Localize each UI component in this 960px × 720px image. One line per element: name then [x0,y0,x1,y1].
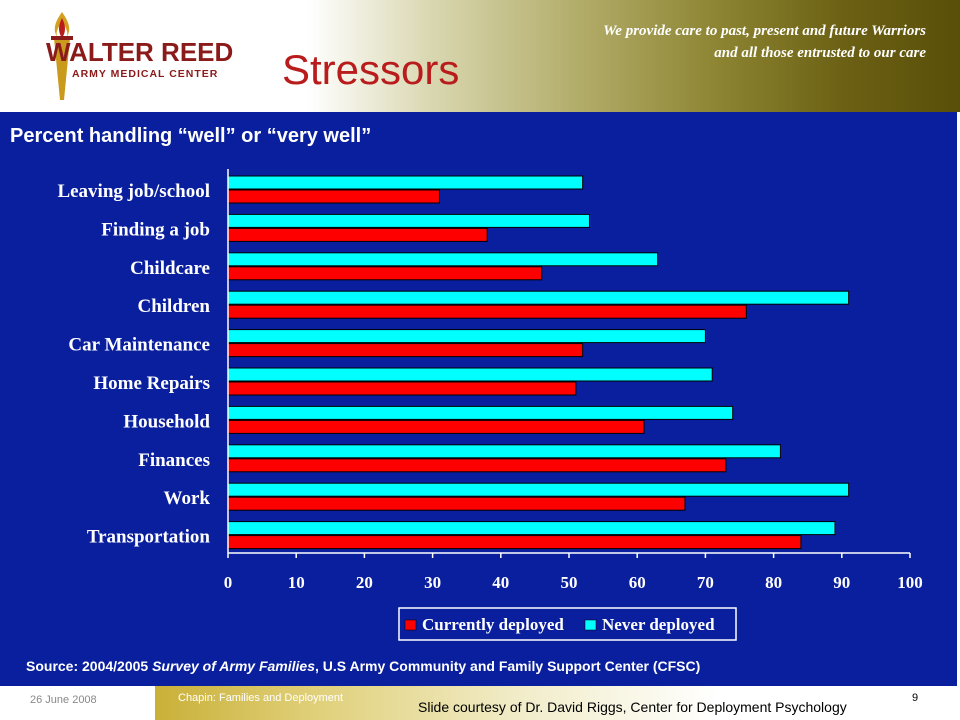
bar-never-deployed [227,367,713,382]
chart-area: Percent handling “well” or “very well” Le… [0,112,957,686]
category-label: Transportation [87,527,211,548]
x-tick-label: 20 [356,573,373,592]
category-label: Home Repairs [93,373,210,394]
category-label: Finances [138,450,210,471]
x-tick-label: 10 [288,573,305,592]
bar-currently-deployed [227,458,727,473]
legend-box [398,607,737,641]
category-label: Leaving job/school [57,181,210,202]
source-suffix: , U.S Army Community and Family Support … [315,658,700,674]
legend-label: Never deployed [602,615,715,634]
footer-courtesy: Slide courtesy of Dr. David Riggs, Cente… [418,699,847,715]
x-tick-label: 70 [697,573,714,592]
bar-currently-deployed [227,343,584,358]
x-tick-label: 90 [833,573,850,592]
slide-header: WALTER REED ARMY MEDICAL CENTER Stressor… [0,0,960,112]
footer-band [155,686,960,720]
category-label: Childcare [130,258,210,279]
bar-never-deployed [227,175,584,190]
bar-currently-deployed [227,266,543,281]
bar-never-deployed [227,405,734,420]
slide-footer: 26 June 2008 Chapin: Families and Deploy… [0,686,960,720]
walter-reed-logo [51,12,73,100]
tagline-line-2: and all those entrusted to our care [714,45,926,61]
x-tick-label: 100 [897,573,923,592]
bar-never-deployed [227,329,706,344]
category-label: Car Maintenance [68,335,210,356]
source-prefix: Source: 2004/2005 [26,658,152,674]
bar-never-deployed [227,482,850,497]
bar-currently-deployed [227,419,645,434]
page-number: 9 [912,692,919,704]
bar-never-deployed [227,444,781,459]
bar-never-deployed [227,521,836,536]
bar-currently-deployed [227,496,686,511]
category-label: Work [164,488,211,509]
tagline-line-1: We provide care to past, present and fut… [603,23,926,39]
bar-currently-deployed [227,535,802,550]
footer-date: 26 June 2008 [30,694,97,706]
x-tick-label: 50 [561,573,578,592]
category-label: Children [137,296,210,317]
x-tick-label: 40 [492,573,509,592]
x-tick-label: 30 [424,573,441,592]
footer-left: 26 June 2008 [0,686,155,720]
category-label: Household [123,411,210,432]
bar-currently-deployed [227,227,488,242]
legend-label: Currently deployed [422,615,564,634]
x-tick-label: 0 [224,573,233,592]
source-survey-name: Survey of Army Families [152,658,315,674]
tagline: We provide care to past, present and fut… [603,20,926,64]
footer-presentation: Chapin: Families and Deployment [178,692,344,704]
bar-currently-deployed [227,381,577,396]
x-tick-label: 80 [765,573,782,592]
logo-line-1: WALTER REED [46,37,234,67]
legend-swatch [404,619,417,631]
bar-never-deployed [227,290,850,305]
bar-never-deployed [227,213,590,228]
bar-currently-deployed [227,189,440,204]
bar-never-deployed [227,252,659,267]
source-note: Source: 2004/2005 Survey of Army Familie… [26,658,700,674]
bar-chart: Percent handling “well” or “very well” Le… [10,125,923,674]
x-tick-label: 60 [629,573,646,592]
chart-title: Percent handling “well” or “very well” [10,125,371,147]
category-label: Finding a job [101,219,210,240]
legend-swatch [584,619,597,631]
slide-title: Stressors [282,46,460,93]
logo-line-2: ARMY MEDICAL CENTER [72,68,219,80]
bar-currently-deployed [227,304,747,319]
